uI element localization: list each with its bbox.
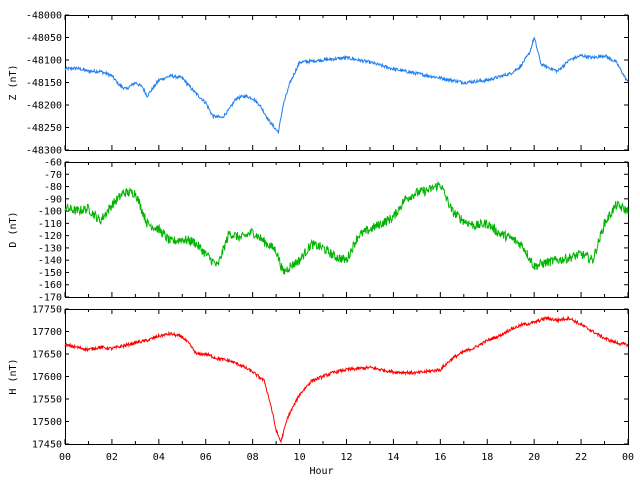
y-tick-label: -100 [38, 207, 62, 218]
y-tick-label: -60 [44, 158, 62, 169]
y-axis-label: H (nT) [8, 358, 19, 394]
x-tick-label: 22 [575, 452, 587, 463]
y-tick-label: 17750 [32, 305, 62, 316]
y-tick-label: -48050 [26, 33, 62, 44]
y-tick-label: -48250 [26, 123, 62, 134]
series-line-h [64, 315, 629, 444]
y-tick-label: 17700 [32, 327, 62, 338]
y-tick-label: 17650 [32, 350, 62, 361]
y-tick-label: -120 [38, 231, 62, 242]
y-tick-label: -48000 [26, 11, 62, 22]
y-tick-label: -90 [44, 194, 62, 205]
x-tick-label: 00 [622, 452, 634, 463]
y-tick-label: -150 [38, 268, 62, 279]
x-tick-label: 16 [434, 452, 446, 463]
x-axis-label: Hour [309, 466, 333, 477]
x-tick-label: 12 [340, 452, 352, 463]
y-tick-label: -170 [38, 293, 62, 304]
y-tick-label: 17500 [32, 417, 62, 428]
x-tick-label: 02 [106, 452, 118, 463]
x-tick-label: 14 [387, 452, 399, 463]
y-tick-label: -130 [38, 243, 62, 254]
x-tick-label: 08 [247, 452, 259, 463]
y-tick-label: -48150 [26, 78, 62, 89]
x-tick-label: 10 [294, 452, 306, 463]
y-tick-label: -160 [38, 280, 62, 291]
plot-frame-0 [65, 15, 629, 151]
plot-frame-2 [65, 309, 629, 445]
x-tick-label: 00 [59, 452, 71, 463]
y-tick-label: -48200 [26, 101, 62, 112]
series-line-d [64, 181, 629, 275]
series-line-z [64, 36, 629, 134]
y-tick-label: -80 [44, 182, 62, 193]
plot-frame-1 [65, 162, 629, 298]
x-tick-label: 04 [153, 452, 165, 463]
y-tick-label: -70 [44, 170, 62, 181]
y-axis-label: Z (nT) [8, 64, 19, 100]
y-tick-label: 17600 [32, 372, 62, 383]
y-tick-label: 17450 [32, 440, 62, 451]
y-tick-label: 17550 [32, 395, 62, 406]
x-tick-label: 06 [200, 452, 212, 463]
y-tick-label: -48100 [26, 56, 62, 67]
x-tick-label: 20 [528, 452, 540, 463]
x-tick-label: 18 [481, 452, 493, 463]
y-axis-label: D (nT) [8, 211, 19, 247]
y-tick-label: -48300 [26, 146, 62, 157]
y-tick-label: -140 [38, 256, 62, 267]
y-tick-label: -110 [38, 219, 62, 230]
